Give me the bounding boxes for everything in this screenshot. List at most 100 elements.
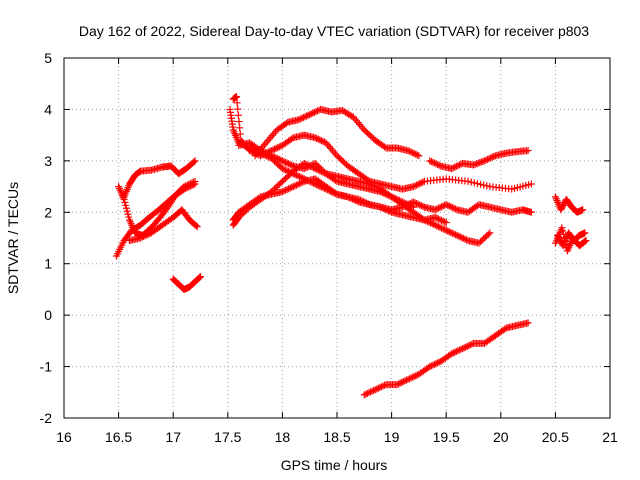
data-point-marker	[311, 159, 319, 167]
data-point-marker	[453, 231, 461, 239]
data-point-marker	[487, 154, 495, 162]
data-point-marker	[431, 213, 439, 221]
series-arc-k	[251, 105, 423, 160]
data-point-marker	[289, 183, 297, 191]
data-point-marker	[433, 222, 441, 230]
data-point-marker	[379, 382, 387, 390]
data-point-marker	[434, 215, 442, 223]
data-point-marker	[275, 162, 283, 170]
data-point-marker	[356, 120, 364, 128]
data-point-marker	[246, 147, 254, 155]
data-point-marker	[124, 210, 132, 218]
data-point-marker	[399, 198, 407, 206]
series-arc-e	[169, 273, 204, 293]
x-axis-ticks: 16 16.5 17 17.5 18 18.5 19 19.5 20 20.5 21	[56, 58, 618, 445]
data-point-marker	[480, 235, 488, 243]
data-point-marker	[386, 192, 394, 200]
data-point-marker	[377, 188, 385, 196]
data-point-marker	[339, 158, 347, 166]
data-point-marker	[365, 130, 373, 138]
data-point-marker	[413, 181, 421, 189]
data-point-marker	[282, 186, 290, 194]
data-point-marker	[581, 229, 589, 237]
data-point-marker	[122, 204, 130, 212]
data-point-marker	[307, 110, 315, 118]
data-point-marker	[445, 228, 453, 236]
data-point-marker	[236, 124, 244, 132]
data-point-marker	[409, 203, 417, 211]
data-point-marker	[433, 214, 441, 222]
data-point-marker	[283, 167, 291, 175]
x-tick-label: 17	[165, 429, 181, 445]
data-point-marker	[562, 240, 570, 248]
data-point-marker	[185, 183, 193, 191]
data-point-marker	[263, 150, 271, 158]
data-point-marker	[283, 186, 291, 194]
data-point-marker	[406, 147, 414, 155]
data-point-marker	[484, 155, 492, 163]
data-point-marker	[389, 194, 397, 202]
data-point-marker	[285, 160, 293, 168]
data-point-marker	[403, 200, 411, 208]
y-tick-label: 4	[44, 101, 52, 117]
data-point-marker	[367, 388, 375, 396]
data-point-marker	[373, 385, 381, 393]
data-point-marker	[410, 372, 418, 380]
data-point-marker	[395, 197, 403, 205]
data-point-marker	[310, 108, 318, 116]
data-point-marker	[378, 204, 386, 212]
data-point-marker	[384, 207, 392, 215]
data-point-marker	[336, 155, 344, 163]
data-point-marker	[280, 158, 288, 166]
data-point-marker	[270, 130, 278, 138]
data-point-marker	[305, 162, 313, 170]
data-point-marker	[278, 188, 286, 196]
data-point-marker	[459, 234, 467, 242]
data-point-marker	[233, 93, 241, 101]
data-point-marker	[439, 217, 447, 225]
data-point-marker	[380, 189, 388, 197]
data-point-marker	[296, 180, 304, 188]
data-point-marker	[452, 231, 460, 239]
data-point-marker	[559, 227, 567, 235]
data-point-marker	[582, 237, 590, 245]
data-point-marker	[448, 165, 456, 173]
data-point-marker	[447, 203, 455, 211]
data-point-marker	[416, 180, 424, 188]
data-point-marker	[286, 184, 294, 192]
data-point-marker	[412, 150, 420, 158]
x-tick-label: 16.5	[105, 429, 132, 445]
data-point-marker	[277, 179, 285, 187]
data-point-marker	[303, 163, 311, 171]
data-point-marker	[310, 160, 318, 168]
data-point-marker	[365, 389, 373, 397]
data-point-marker	[431, 360, 438, 368]
data-point-marker	[121, 198, 129, 206]
data-point-marker	[560, 234, 568, 242]
data-point-marker	[282, 119, 290, 127]
data-point-marker	[414, 180, 422, 188]
data-point-marker	[441, 218, 449, 226]
data-point-marker	[306, 111, 314, 119]
data-point-marker	[381, 205, 389, 213]
data-point-marker	[397, 197, 405, 205]
data-point-marker	[331, 176, 339, 184]
data-point-marker	[381, 190, 389, 198]
data-point-marker	[278, 177, 286, 185]
data-point-marker	[299, 178, 307, 186]
data-point-marker	[286, 170, 294, 178]
x-tick-label: 17.5	[214, 429, 241, 445]
data-point-marker	[481, 233, 489, 241]
data-point-marker	[188, 181, 196, 189]
data-point-marker	[345, 194, 353, 202]
data-point-marker	[316, 164, 324, 172]
data-point-marker	[362, 390, 370, 398]
data-point-marker	[558, 204, 566, 212]
data-point-marker	[314, 135, 322, 143]
data-point-marker	[442, 219, 450, 227]
data-point-marker	[433, 205, 441, 213]
data-point-marker	[314, 162, 322, 170]
data-point-marker	[436, 204, 444, 212]
data-point-marker	[401, 377, 409, 385]
data-point-marker	[269, 146, 277, 154]
